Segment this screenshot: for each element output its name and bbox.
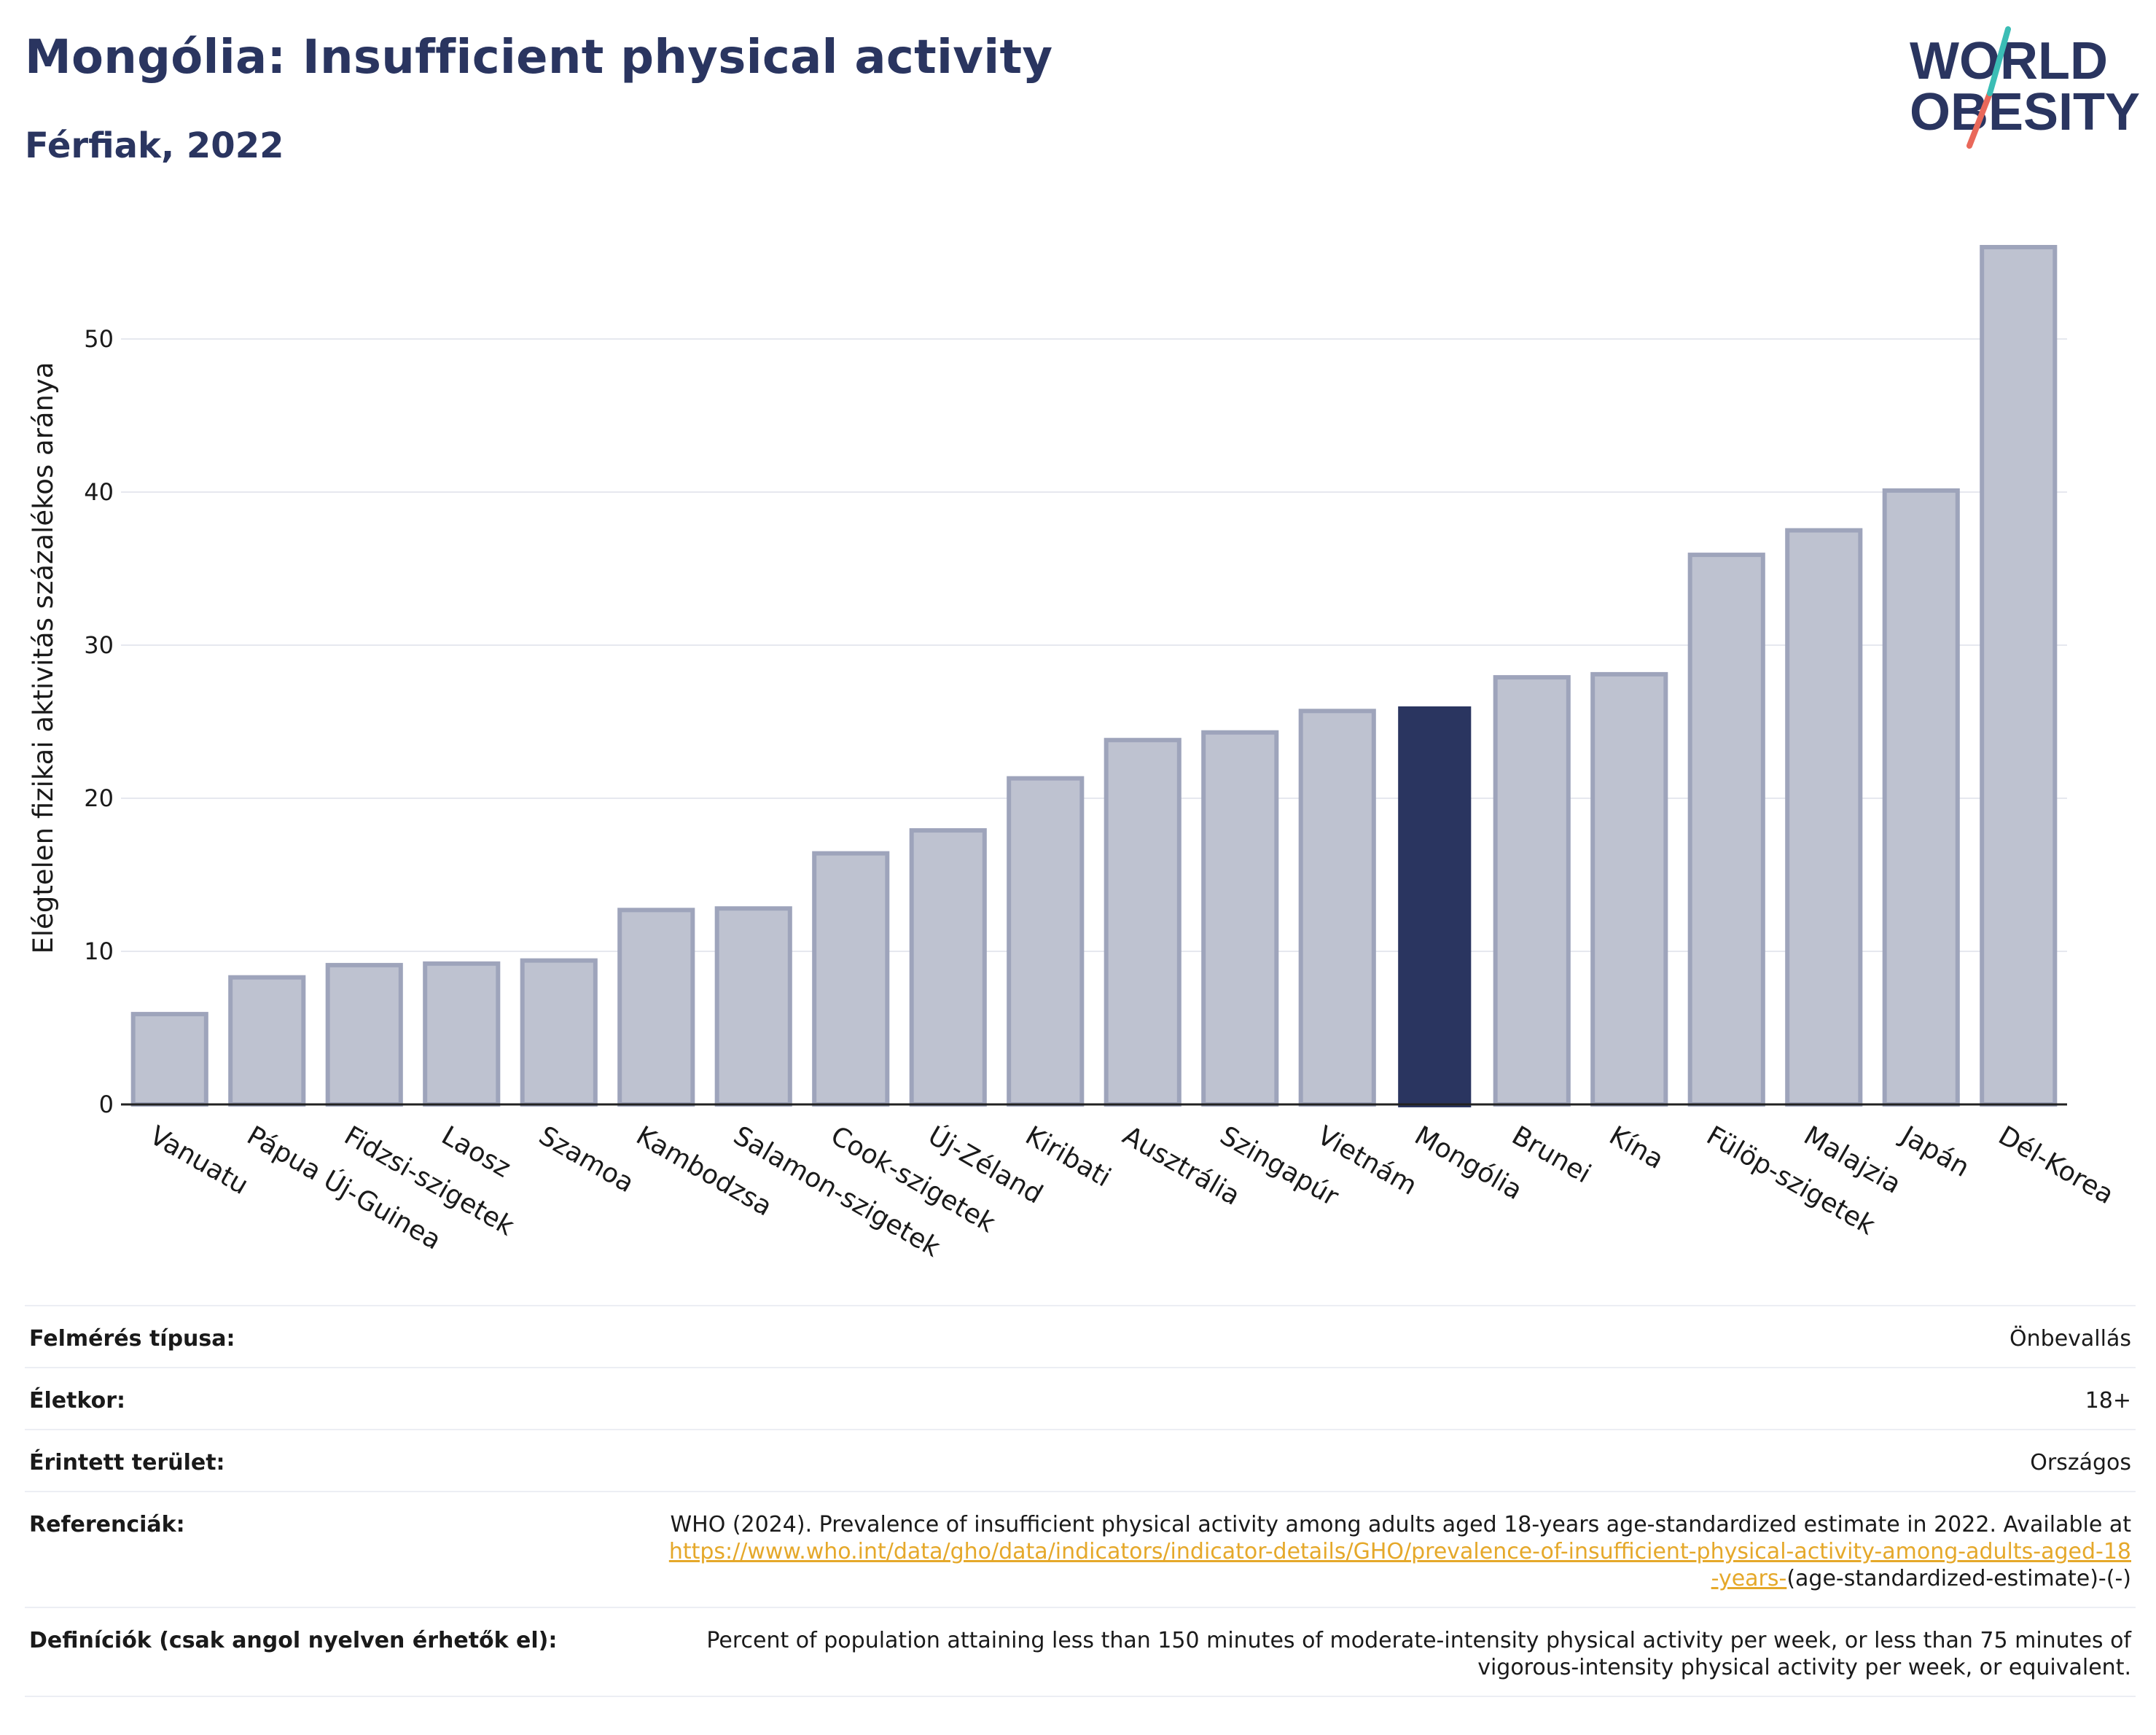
references-row-value: WHO (2024). Prevalence of insufficient p… (660, 1491, 2136, 1607)
y-tick-label: 10 (84, 937, 114, 965)
page-title: Mongólia: Insufficient physical activity (25, 31, 1053, 85)
x-tick-label: Laosz (437, 1120, 516, 1183)
bar-laosz (423, 961, 501, 1107)
reference-link[interactable]: https://www.who.int/data/gho/data/indica… (668, 1539, 2131, 1591)
bar-ausztrália (1104, 738, 1181, 1107)
references-row: Referenciák: WHO (2024). Prevalence of in… (25, 1491, 2136, 1607)
bar-dél-korea (1980, 245, 2058, 1107)
x-tick-label: Fülöp-szigetek (1701, 1120, 1880, 1241)
bar-vanuatu (130, 1012, 208, 1107)
bar-mongólia (1398, 706, 1472, 1107)
info-row-0-label: Felmérés típusa: (25, 1305, 660, 1368)
bar-cook-szigetek (812, 851, 890, 1107)
logo-line1: WORLD (1910, 32, 2108, 90)
references-row-label: Referenciák: (25, 1491, 660, 1607)
bar-japán (1882, 488, 1960, 1107)
bar-salamon-szigetek (714, 906, 792, 1107)
gridlines (121, 338, 2067, 952)
bars (130, 245, 2058, 1107)
info-table: Felmérés típusa: Önbevallás Életkor: 18+ Éri… (25, 1305, 2136, 1697)
y-tick-label: 50 (84, 325, 114, 353)
definitions-row-value: Percent of population attaining less tha… (660, 1607, 2136, 1697)
definitions-row: Definíciók (csak angol nyelven érhetők e… (25, 1607, 2136, 1697)
bar-brunei (1493, 675, 1571, 1107)
info-row-1: Életkor: 18+ (25, 1367, 2136, 1430)
y-tick-label: 30 (84, 631, 114, 659)
x-tick-label: Japán (1895, 1120, 1975, 1183)
x-tick-label: Mongólia (1410, 1120, 1528, 1206)
x-tick-label: Szamoa (534, 1120, 638, 1198)
x-tick-label: Vanuatu (144, 1120, 253, 1201)
info-row-2-label: Érintett terület: (25, 1429, 660, 1492)
info-row-1-value: 18+ (660, 1367, 2136, 1430)
bar-kambodzsa (617, 908, 695, 1107)
info-row-0-value: Önbevallás (660, 1305, 2136, 1368)
info-row-2: Érintett terület: Országos (25, 1429, 2136, 1492)
bar-kiribati (1007, 776, 1085, 1107)
x-tick-label: Dél-Korea (1993, 1120, 2119, 1210)
bar-kína (1590, 671, 1668, 1107)
bar-szingapúr (1201, 730, 1279, 1107)
page-subtitle: Férfiak, 2022 (25, 125, 284, 166)
bar-vietnám (1298, 709, 1376, 1107)
bar-fülöp-szigetek (1687, 553, 1765, 1107)
bar-új-zéland (909, 828, 987, 1107)
bar-pápua-új-guinea (228, 975, 306, 1107)
bar-fidzsi-szigetek (325, 962, 403, 1107)
world-obesity-logo: WORLD OBESITY (1910, 26, 2140, 149)
info-row-2-value: Országos (660, 1429, 2136, 1492)
y-axis-label: Elégtelen fizikai aktivitás százalékos a… (28, 362, 59, 954)
y-tick-label: 20 (84, 784, 114, 812)
bar-szamoa (520, 958, 598, 1107)
logo-line2: OBESITY (1910, 83, 2140, 141)
y-tick-label: 40 (84, 478, 114, 506)
info-row-0: Felmérés típusa: Önbevallás (25, 1305, 2136, 1368)
y-tick-label: 0 (99, 1091, 114, 1118)
bar-malajzia (1785, 528, 1863, 1107)
x-tick-label: Kína (1604, 1120, 1668, 1175)
info-row-1-label: Életkor: (25, 1367, 660, 1430)
logo-slash-coral (1966, 90, 1993, 149)
y-axis-ticks: 0 10 20 30 40 50 (84, 325, 114, 1118)
definitions-row-label: Definíciók (csak angol nyelven érhetők e… (25, 1607, 660, 1697)
logo-slash-teal (1987, 26, 2011, 96)
